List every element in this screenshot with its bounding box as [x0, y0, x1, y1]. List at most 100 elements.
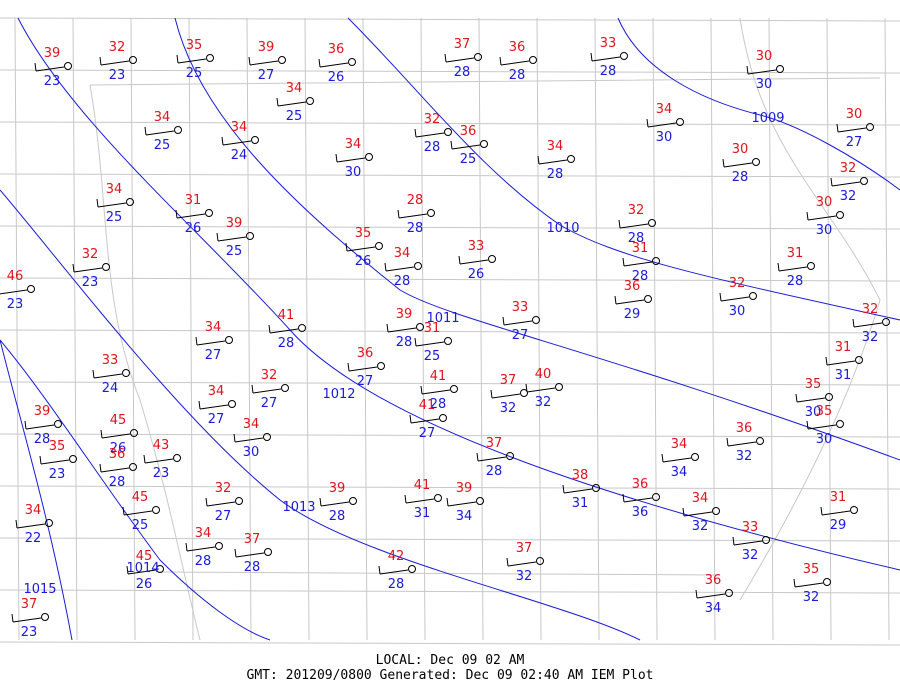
temperature: 36	[509, 40, 526, 55]
station-circle	[45, 519, 53, 527]
station-circle	[691, 453, 699, 461]
temperature: 38	[572, 468, 589, 483]
station-circle	[251, 136, 259, 144]
station-circle	[749, 292, 757, 300]
wind-barb	[233, 433, 236, 443]
station-circle	[129, 56, 137, 64]
county-line	[0, 121, 900, 126]
isobar-label: 1009	[751, 111, 784, 126]
dewpoint: 27	[258, 68, 275, 83]
wind-barb	[34, 62, 37, 72]
state-border	[89, 17, 881, 641]
temperature: 33	[512, 300, 529, 315]
dewpoint: 25	[132, 518, 149, 533]
wind-barb	[500, 60, 530, 66]
wind-barb	[502, 316, 505, 326]
wind-barb	[445, 57, 475, 63]
station-circle	[756, 437, 764, 445]
dewpoint: 28	[396, 335, 413, 350]
wind-barb	[622, 257, 625, 267]
wind-barb	[853, 322, 883, 328]
county-line	[0, 69, 900, 74]
wind-barb	[415, 341, 445, 347]
dewpoint: 28	[787, 274, 804, 289]
station-circle	[129, 463, 137, 471]
temperature: 32	[729, 276, 746, 291]
station-circle	[480, 140, 488, 148]
station-circle	[174, 126, 182, 134]
temperature: 34	[547, 139, 564, 154]
dewpoint: 34	[671, 465, 688, 480]
wind-barb	[796, 397, 826, 403]
wind-barb	[251, 384, 254, 394]
wind-barb	[458, 255, 461, 265]
temperature: 31	[830, 490, 847, 505]
station-circle	[152, 506, 160, 514]
county-line	[0, 641, 900, 646]
station-circle	[298, 324, 306, 332]
temperature: 41	[278, 308, 295, 323]
wind-barb	[491, 393, 521, 399]
temperature: 34	[243, 417, 260, 432]
dewpoint: 32	[862, 330, 879, 345]
temperature: 30	[816, 195, 833, 210]
wind-barb	[123, 510, 153, 516]
station-circle	[156, 565, 164, 573]
dewpoint: 30	[656, 130, 673, 145]
station-circle	[434, 494, 442, 502]
dewpoint: 23	[49, 467, 66, 482]
temperature: 32	[862, 302, 879, 317]
wind-barb	[526, 387, 556, 393]
wind-barb	[177, 58, 207, 64]
temperature: 41	[430, 369, 447, 384]
temperature: 28	[407, 193, 424, 208]
wind-barb	[563, 488, 593, 494]
wind-barb	[234, 548, 237, 558]
county-line	[14, 17, 20, 641]
county-lines	[0, 17, 900, 646]
temperature: 33	[102, 353, 119, 368]
county-line	[768, 17, 774, 641]
county-line	[0, 17, 900, 22]
wind-barb	[410, 418, 440, 424]
isobar-label: 1015	[23, 582, 56, 597]
county-line	[0, 589, 900, 594]
temperature: 32	[840, 161, 857, 176]
temperature: 36	[357, 346, 374, 361]
station-circle	[375, 242, 383, 250]
temperature: 37	[244, 532, 261, 547]
footer-gmt: GMT: 201209/0800 Generated: Dec 09 02:40…	[247, 668, 654, 683]
temperature: 32	[82, 247, 99, 262]
wind-barb	[384, 262, 387, 272]
wind-barb	[93, 373, 123, 379]
dewpoint: 26	[110, 441, 127, 456]
county-line	[0, 329, 900, 334]
dewpoint: 28	[547, 167, 564, 182]
temperature: 36	[736, 421, 753, 436]
wind-barb	[825, 356, 828, 366]
temperature: 31	[835, 340, 852, 355]
temperature: 36	[328, 42, 345, 57]
dewpoint: 28	[628, 231, 645, 246]
wind-barb	[409, 414, 412, 424]
wind-barb	[127, 569, 157, 575]
dewpoint: 28	[278, 336, 295, 351]
wind-barb	[719, 292, 722, 302]
wind-barb	[507, 561, 537, 567]
station-circle	[206, 54, 214, 62]
county-line	[710, 17, 716, 641]
temperature: 45	[110, 413, 127, 428]
dewpoint: 34	[705, 601, 722, 616]
county-line	[0, 485, 900, 490]
county-line	[652, 17, 658, 641]
county-line	[536, 17, 542, 641]
dewpoint: 27	[846, 135, 863, 150]
station-circle	[102, 263, 110, 271]
station-circle	[54, 420, 62, 428]
station-circle	[860, 177, 868, 185]
dewpoint: 30	[345, 165, 362, 180]
wind-barb	[216, 232, 219, 242]
dewpoint: 25	[186, 66, 203, 81]
wind-barb	[276, 97, 279, 107]
station-circle	[488, 255, 496, 263]
